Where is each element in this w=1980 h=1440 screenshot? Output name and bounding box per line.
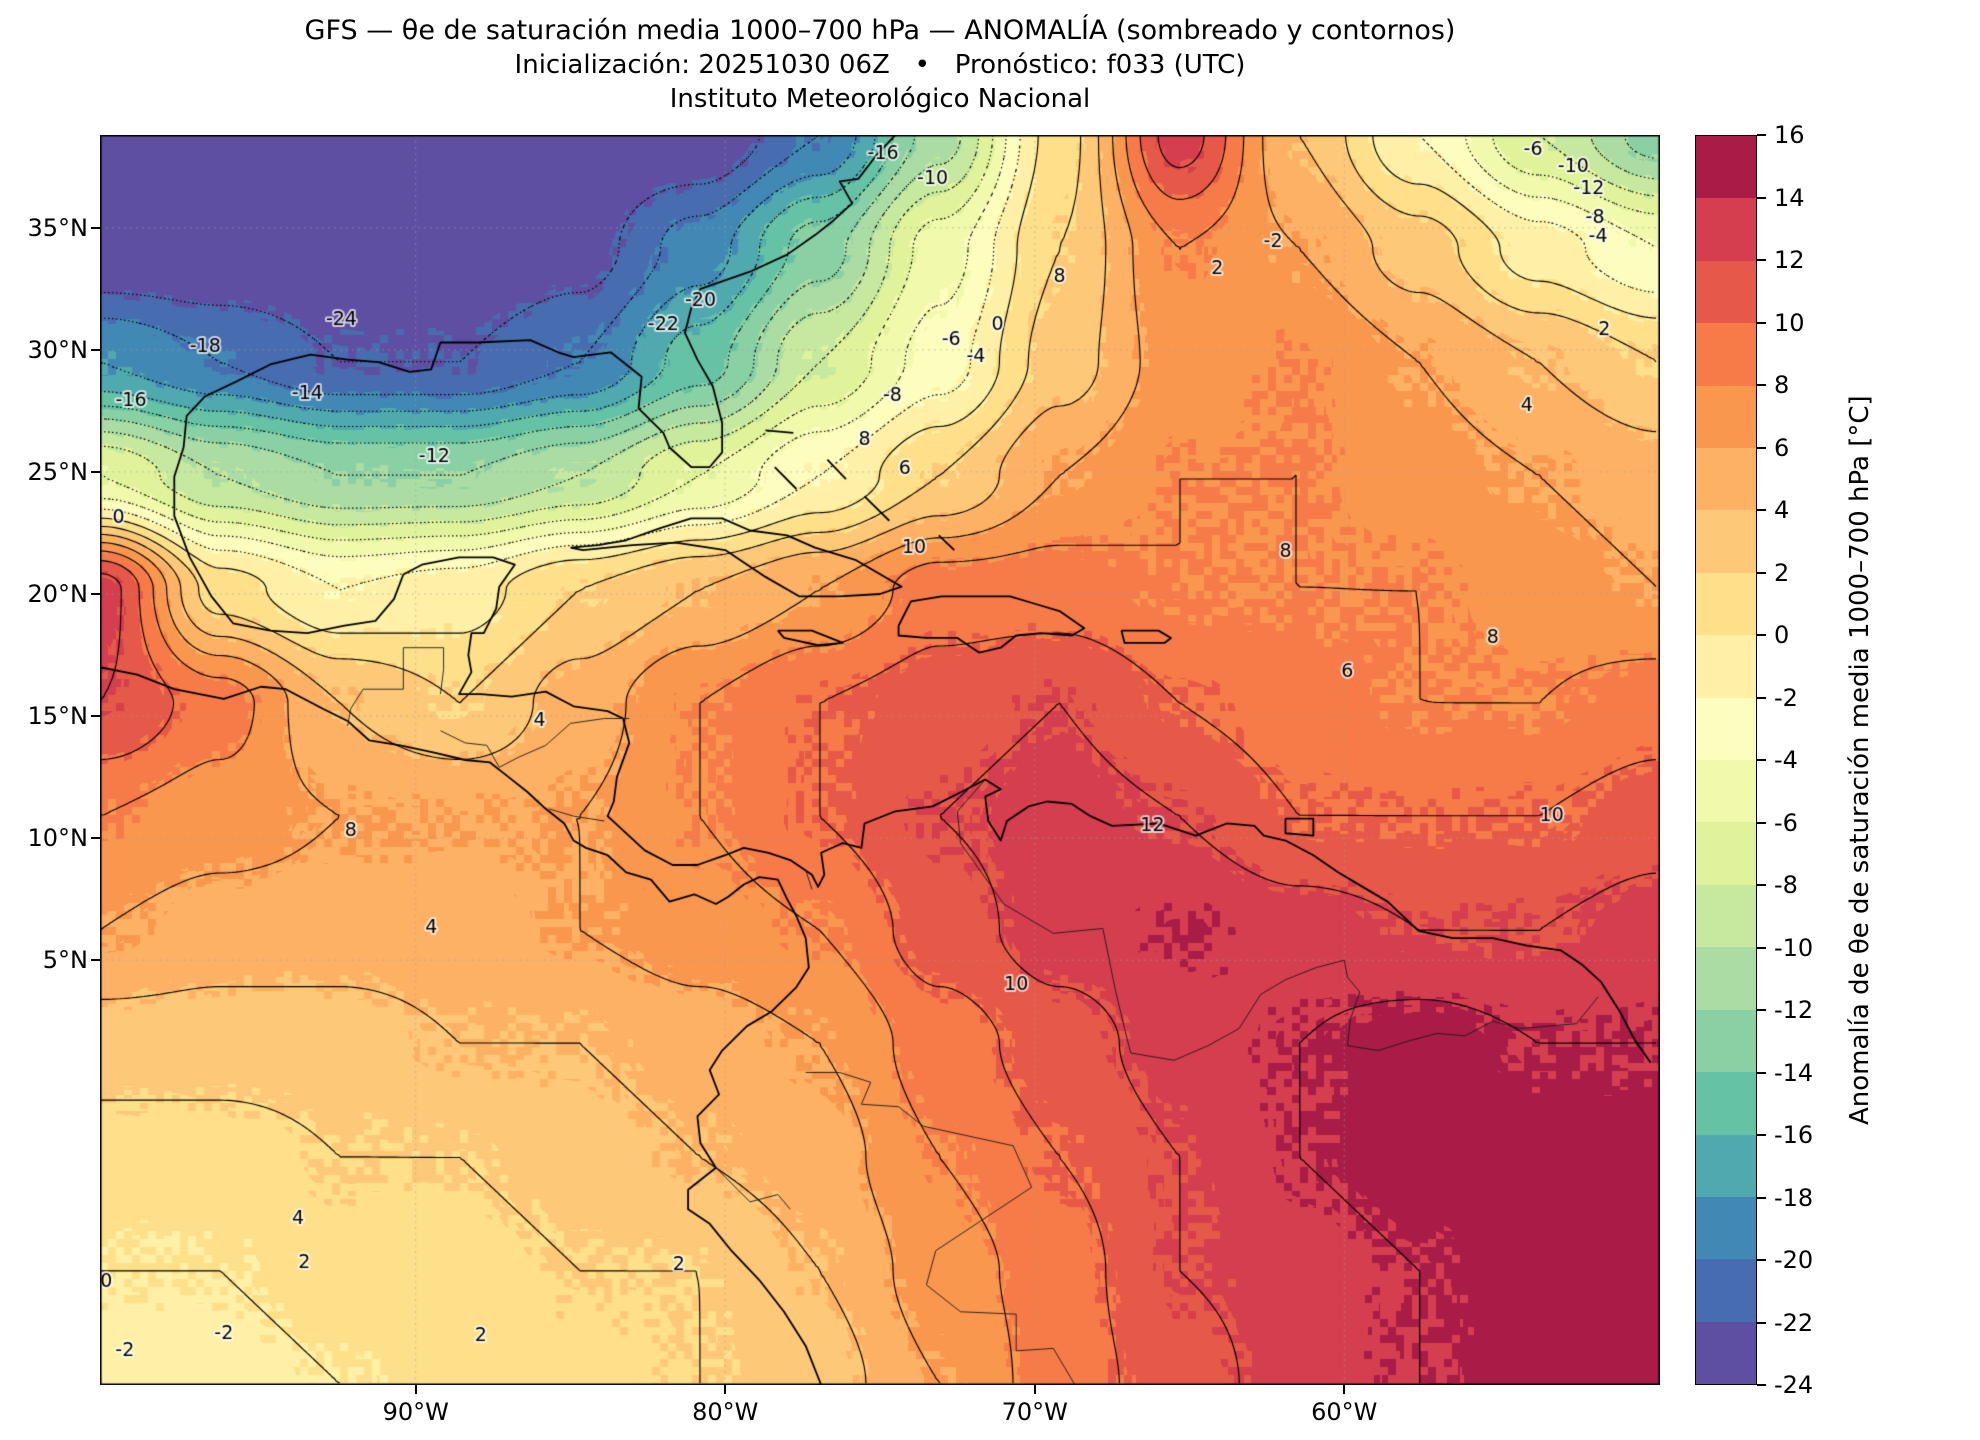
colorbar-segment [1696, 1259, 1756, 1322]
colorbar-segment [1696, 385, 1756, 449]
colorbar-tick-mark [1757, 821, 1766, 824]
colorbar-segment [1696, 260, 1756, 324]
y-tick-label: 25°N [27, 457, 89, 486]
colorbar-tick-mark [1757, 884, 1766, 886]
y-tick-mark [91, 715, 100, 718]
colorbar-tick-mark [1757, 509, 1766, 511]
colorbar-segment [1696, 822, 1756, 885]
colorbar-segment [1696, 1196, 1756, 1260]
colorbar-tick-label: 8 [1774, 371, 1790, 399]
y-tick-mark [91, 837, 100, 840]
colorbar-segment [1696, 635, 1756, 698]
colorbar-segment [1696, 760, 1756, 823]
colorbar-tick-label: 14 [1774, 183, 1805, 212]
colorbar-tick-mark [1757, 1196, 1766, 1199]
colorbar-segment [1696, 884, 1756, 948]
y-tick-mark [91, 592, 100, 595]
colorbar-tick-mark [1757, 1259, 1766, 1261]
colorbar-tick-label: 2 [1774, 558, 1790, 587]
colorbar-tick-mark [1757, 384, 1766, 386]
colorbar-tick-label: 10 [1774, 308, 1805, 337]
colorbar-tick-mark [1757, 196, 1766, 199]
colorbar-tick-mark [1757, 696, 1766, 699]
y-tick-mark [91, 348, 100, 351]
colorbar-tick-label: -12 [1774, 996, 1814, 1024]
y-tick-label: 10°N [27, 824, 89, 853]
colorbar-tick-label: -20 [1774, 1246, 1814, 1274]
colorbar-tick-mark [1757, 1009, 1766, 1011]
y-tick-label: 30°N [27, 335, 89, 364]
colorbar-tick-label: 6 [1774, 433, 1790, 462]
colorbar-tick-mark [1757, 759, 1766, 761]
colorbar-tick-label: -18 [1774, 1183, 1814, 1212]
colorbar-tick-mark [1757, 1134, 1766, 1136]
colorbar-segment [1696, 1009, 1756, 1073]
colorbar-segment [1696, 323, 1756, 386]
colorbar-tick-label: -10 [1774, 933, 1814, 962]
colorbar-tick-mark [1757, 1071, 1766, 1074]
colorbar-tick-label: -24 [1774, 1371, 1814, 1399]
colorbar-segment [1696, 947, 1756, 1010]
colorbar-tick-mark [1757, 571, 1766, 574]
colorbar-segment [1696, 448, 1756, 511]
colorbar [1695, 135, 1757, 1385]
colorbar-segment [1696, 510, 1756, 573]
y-tick-label: 35°N [27, 213, 89, 242]
colorbar-tick-mark [1757, 446, 1766, 449]
colorbar-tick-label: -22 [1774, 1308, 1814, 1337]
y-tick-label: 5°N [42, 946, 88, 975]
colorbar-segment [1696, 697, 1756, 761]
title-block: GFS — θe de saturación media 1000–700 hP… [100, 14, 1660, 116]
colorbar-segment [1696, 198, 1756, 261]
colorbar-tick-mark [1757, 634, 1766, 636]
colorbar-tick-mark [1757, 321, 1766, 324]
x-tick-mark [1033, 1385, 1036, 1394]
y-tick-label: 20°N [27, 579, 89, 608]
colorbar-tick-label: -14 [1774, 1058, 1814, 1087]
chart-subtitle-init-forecast: Inicialización: 20251030 06Z • Pronóstic… [514, 50, 1246, 80]
colorbar-tick-label: 12 [1774, 246, 1805, 274]
colorbar-axis-label: Anomalía de θe de saturación media 1000–… [1845, 395, 1875, 1125]
colorbar-tick-label: -8 [1774, 871, 1798, 899]
x-tick-label: 80°W [692, 1398, 759, 1426]
x-tick-mark [414, 1385, 417, 1394]
colorbar-tick-label: 4 [1774, 496, 1790, 524]
x-tick-mark [724, 1385, 727, 1394]
colorbar-tick-label: -4 [1774, 746, 1798, 774]
colorbar-tick-mark [1757, 1384, 1766, 1386]
x-tick-label: 90°W [382, 1398, 449, 1426]
colorbar-segment [1696, 1072, 1756, 1135]
colorbar-segment [1696, 1321, 1756, 1385]
colorbar-tick-mark [1757, 259, 1766, 261]
colorbar-tick-label: -16 [1774, 1121, 1814, 1149]
colorbar-tick-label: -2 [1774, 683, 1798, 712]
y-tick-mark [91, 226, 100, 229]
colorbar-tick-label: 0 [1774, 621, 1790, 649]
colorbar-segment [1696, 1134, 1756, 1197]
colorbar-tick-mark [1757, 134, 1766, 136]
chart-subtitle-institution: Instituto Meteorológico Nacional [669, 84, 1091, 114]
colorbar-tick-mark [1757, 1321, 1766, 1324]
colorbar-segment [1696, 136, 1756, 199]
colorbar-tick-mark [1757, 946, 1766, 949]
y-tick-label: 15°N [27, 702, 89, 731]
x-tick-mark [1343, 1385, 1346, 1394]
map-canvas [100, 135, 1660, 1385]
colorbar-tick-label: -6 [1774, 808, 1798, 837]
x-tick-label: 60°W [1311, 1398, 1378, 1426]
y-tick-mark [91, 959, 100, 962]
colorbar-segment [1696, 572, 1756, 636]
y-tick-mark [91, 470, 100, 473]
chart-title: GFS — θe de saturación media 1000–700 hP… [304, 15, 1456, 46]
map-plot-area [100, 135, 1660, 1385]
x-tick-label: 70°W [1001, 1398, 1068, 1426]
colorbar-tick-label: 16 [1774, 121, 1805, 149]
